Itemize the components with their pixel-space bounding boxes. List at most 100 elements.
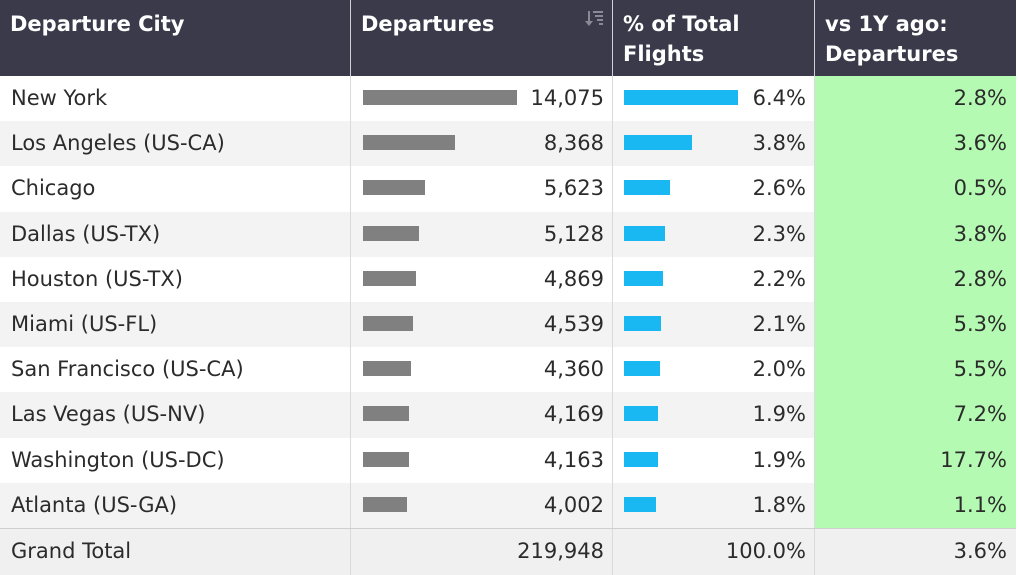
departures-bar	[363, 496, 407, 512]
pct-bar	[624, 270, 664, 286]
grand-total-pct-cell: 100.0%	[613, 528, 815, 575]
city-cell[interactable]: Miami (US-FL)	[0, 301, 351, 348]
table-row: San Francisco (US-CA) 4,360 2.0% 5.5%	[0, 347, 1016, 393]
pct-value: 3.8%	[752, 131, 806, 156]
pct-bar	[624, 315, 662, 331]
yoy-value: 3.6%	[815, 121, 1016, 167]
departures-cell: 4,169	[351, 392, 613, 438]
departures-value: 8,368	[543, 131, 604, 156]
pct-cell: 2.3%	[613, 211, 815, 257]
pct-value: 2.6%	[752, 176, 806, 201]
city-cell[interactable]: Las Vegas (US-NV)	[0, 392, 351, 438]
header-departure-city-label: Departure City	[10, 12, 185, 36]
city-cell[interactable]: New York	[0, 76, 351, 122]
grand-total-departures: 219,948	[517, 538, 604, 563]
table-row: Houston (US-TX) 4,869 2.2% 2.8%	[0, 256, 1016, 302]
table-row: Miami (US-FL) 4,539 2.1% 5.3%	[0, 301, 1016, 348]
pct-cell: 1.9%	[613, 392, 815, 438]
header-vs-1y-ago-label: vs 1Y ago: Departures	[825, 12, 959, 66]
city-cell[interactable]: Los Angeles (US-CA)	[0, 121, 351, 167]
header-vs-1y-ago[interactable]: vs 1Y ago: Departures	[815, 0, 1016, 76]
pct-cell: 2.0%	[613, 347, 815, 393]
pct-value: 2.2%	[752, 266, 806, 291]
city-cell[interactable]: Atlanta (US-GA)	[0, 482, 351, 528]
pct-value: 2.1%	[752, 311, 806, 336]
grand-total-departures-cell: 219,948	[351, 528, 613, 575]
departures-cell: 4,539	[351, 301, 613, 348]
departures-value: 4,163	[543, 447, 604, 472]
yoy-value: 7.2%	[815, 392, 1016, 438]
table-row: Washington (US-DC) 4,163 1.9% 17.7%	[0, 437, 1016, 483]
pct-value: 2.3%	[752, 221, 806, 246]
yoy-value: 2.8%	[815, 256, 1016, 302]
yoy-value: 0.5%	[815, 166, 1016, 212]
pct-cell: 1.9%	[613, 437, 815, 483]
yoy-value: 5.3%	[815, 301, 1016, 348]
table-row: Los Angeles (US-CA) 8,368 3.8% 3.6%	[0, 121, 1016, 167]
departures-value: 5,623	[543, 176, 604, 201]
grand-total-yoy: 3.6%	[815, 528, 1016, 575]
departures-bar	[363, 225, 420, 241]
table-row: Las Vegas (US-NV) 4,169 1.9% 7.2%	[0, 392, 1016, 438]
table-row: New York 14,075 6.4% 2.8%	[0, 76, 1016, 122]
departures-value: 14,075	[530, 86, 604, 110]
city-cell[interactable]: San Francisco (US-CA)	[0, 347, 351, 393]
departures-bar	[363, 451, 409, 467]
departures-value: 4,169	[543, 402, 604, 427]
pct-bar	[624, 406, 658, 422]
yoy-value: 17.7%	[815, 437, 1016, 483]
departures-cell: 4,002	[351, 482, 613, 528]
city-cell[interactable]: Washington (US-DC)	[0, 437, 351, 483]
pct-bar	[624, 361, 660, 377]
grand-total-pct: 100.0%	[725, 538, 806, 563]
yoy-value: 1.1%	[815, 482, 1016, 528]
departures-value: 4,869	[543, 266, 604, 291]
table-body: New York 14,075 6.4% 2.8% Los Angeles (US-CA…	[0, 76, 1016, 528]
city-cell[interactable]: Houston (US-TX)	[0, 256, 351, 302]
pct-value: 1.8%	[752, 492, 806, 517]
sort-descending-icon[interactable]	[584, 10, 604, 28]
departures-cell: 14,075	[351, 76, 613, 122]
departures-value: 4,539	[543, 311, 604, 336]
pct-value: 2.0%	[752, 357, 806, 382]
grand-total-label: Grand Total	[0, 528, 351, 575]
departures-cell: 4,360	[351, 347, 613, 393]
departures-bar	[363, 180, 425, 196]
city-cell[interactable]: Dallas (US-TX)	[0, 211, 351, 257]
yoy-value: 5.5%	[815, 347, 1016, 393]
table-row: Atlanta (US-GA) 4,002 1.8% 1.1%	[0, 482, 1016, 528]
departures-cell: 5,623	[351, 166, 613, 212]
pct-cell: 1.8%	[613, 482, 815, 528]
pct-cell: 3.8%	[613, 121, 815, 167]
departures-bar	[363, 406, 409, 422]
departures-bar	[363, 135, 455, 151]
table-header: Departure City Departures % of Total Fli…	[0, 0, 1016, 76]
pct-value: 1.9%	[752, 402, 806, 427]
departures-bar	[363, 315, 413, 331]
departures-cell: 5,128	[351, 211, 613, 257]
header-pct-total-flights-label: % of Total Flights	[623, 12, 740, 66]
table-row: Dallas (US-TX) 5,128 2.3% 3.8%	[0, 211, 1016, 257]
pct-cell: 6.4%	[613, 76, 815, 122]
table-row: Chicago 5,623 2.6% 0.5%	[0, 166, 1016, 212]
city-cell[interactable]: Chicago	[0, 166, 351, 212]
pct-bar	[624, 225, 665, 241]
departures-cell: 8,368	[351, 121, 613, 167]
pct-cell: 2.2%	[613, 256, 815, 302]
pct-value: 6.4%	[752, 86, 806, 110]
yoy-value: 2.8%	[815, 76, 1016, 122]
pct-bar	[624, 451, 658, 467]
departures-value: 4,002	[543, 492, 604, 517]
pct-cell: 2.1%	[613, 301, 815, 348]
pct-bar	[624, 496, 657, 512]
departures-bar	[363, 361, 411, 377]
pct-value: 1.9%	[752, 447, 806, 472]
grand-total-row: Grand Total 219,948 100.0% 3.6%	[0, 527, 1016, 575]
header-pct-total-flights[interactable]: % of Total Flights	[613, 0, 815, 76]
header-departure-city[interactable]: Departure City	[0, 0, 351, 76]
pct-bar	[624, 90, 738, 105]
departures-value: 5,128	[543, 221, 604, 246]
header-departures[interactable]: Departures	[351, 0, 613, 76]
yoy-value: 3.8%	[815, 211, 1016, 257]
